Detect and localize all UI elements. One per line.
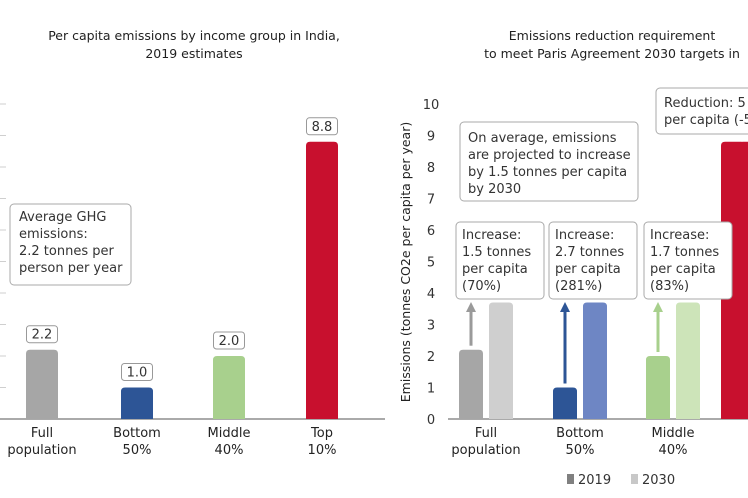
chart-2-y-tick-label: 10 xyxy=(423,98,440,113)
chart-2-average-note-box xyxy=(459,121,639,202)
chart-2-reduction-note-text: Reduction: 5 xyxy=(664,96,746,111)
chart-2-legend-label: 2019 xyxy=(578,473,611,488)
chart-2-annotation-box xyxy=(455,221,545,300)
chart-2-bar-2030 xyxy=(489,302,513,419)
chart-2-category-label: Bottom xyxy=(556,426,604,441)
chart-2-annotation-text: per capita xyxy=(555,262,621,277)
chart-2-category-label: 50% xyxy=(566,443,595,458)
chart-2-legend-swatch-2030 xyxy=(631,474,638,484)
chart-2-y-tick-label: 6 xyxy=(427,224,435,239)
chart-2-reduction-note-text: per capita (-5 xyxy=(664,113,748,128)
chart-2-bar-2019 xyxy=(646,356,670,419)
chart-1-data-label-box xyxy=(213,331,245,350)
chart-1-bar xyxy=(26,349,58,419)
chart-1-bar xyxy=(121,387,153,419)
chart-2-average-note-text: by 2030 xyxy=(468,182,521,197)
chart-1-annotation-text: Average GHG xyxy=(19,210,106,225)
chart-2-bar-2019 xyxy=(553,387,577,419)
chart-2-annotation-text: (83%) xyxy=(650,279,689,294)
chart-1-bar xyxy=(213,356,245,419)
chart-2-category-label: 40% xyxy=(659,443,688,458)
chart-2-annotation-text: 1.7 tonnes xyxy=(650,245,719,260)
chart-1-category-label: population xyxy=(7,443,76,458)
chart-1-data-label-box xyxy=(26,325,58,344)
chart-1-category-label: 50% xyxy=(123,443,152,458)
chart-2-legend-swatch-2019 xyxy=(567,474,574,484)
chart-2-annotation-text: Increase: xyxy=(555,228,614,243)
chart-2-y-tick-label: 2 xyxy=(427,350,435,365)
chart-1-data-label-box xyxy=(306,117,338,136)
chart-2-annotation-text: (281%) xyxy=(555,279,602,294)
chart-2-title: Emissions reduction requirement xyxy=(509,28,716,43)
chart-1-data-label: 8.8 xyxy=(312,120,333,135)
chart-1-category-label: 40% xyxy=(215,443,244,458)
chart-2-y-tick-label: 0 xyxy=(427,413,435,428)
chart-2-legend-label: 2030 xyxy=(642,473,675,488)
chart-2-annotation-text: (70%) xyxy=(462,279,501,294)
chart-1-category-label: Top xyxy=(310,426,333,441)
chart-2-y-axis-label: Emissions (tonnes CO2e per capita per ye… xyxy=(398,122,413,402)
chart-2-category-label: Middle xyxy=(652,426,695,441)
chart-2-y-tick-label: 3 xyxy=(427,319,435,334)
chart-2-category-label: Full xyxy=(475,426,497,441)
chart-1-category-label: Bottom xyxy=(113,426,161,441)
chart-2-annotation-text: per capita xyxy=(462,262,528,277)
chart-1-category-label: Middle xyxy=(208,426,251,441)
chart-2-y-tick-label: 5 xyxy=(427,256,435,271)
chart-2-arrow-head xyxy=(653,302,663,312)
chart-2-reduction-note-box xyxy=(655,87,748,135)
chart-2-annotation-text: per capita xyxy=(650,262,716,277)
chart-1-annotation-text: emissions: xyxy=(19,227,88,242)
chart-2-average-note-text: by 1.5 tonnes per capita xyxy=(468,165,627,180)
chart-1-annotation-text: person per year xyxy=(19,261,123,276)
chart-1-bar xyxy=(306,141,338,420)
chart-2-y-tick-label: 7 xyxy=(427,193,435,208)
chart-2-annotation-text: Increase: xyxy=(462,228,521,243)
chart-2-annotation-box xyxy=(548,221,638,300)
chart-1-annotation-box xyxy=(9,203,132,286)
chart-1-category-label: Full xyxy=(31,426,53,441)
chart-1-data-label-box xyxy=(121,363,153,381)
chart-2-arrow-head xyxy=(466,302,476,312)
chart-1-data-label: 1.0 xyxy=(127,366,148,381)
chart-2-y-tick-label: 4 xyxy=(427,287,435,302)
chart-2-bar-2030 xyxy=(583,302,607,419)
chart-2-average-note-text: On average, emissions xyxy=(468,131,617,146)
chart-1-data-label: 2.2 xyxy=(32,328,53,343)
chart-2-bar-2019 xyxy=(459,349,483,419)
chart-1-title: 2019 estimates xyxy=(145,46,242,61)
chart-1-annotation-text: 2.2 tonnes per xyxy=(19,244,114,259)
chart-2-bar-2019-top xyxy=(739,141,748,419)
chart-2-annotation-text: 1.5 tonnes xyxy=(462,245,531,260)
chart-1-data-label: 2.0 xyxy=(219,334,240,349)
chart-2-arrow-head xyxy=(560,302,570,312)
chart-2-title: to meet Paris Agreement 2030 targets in xyxy=(484,46,740,61)
chart-2-category-label: population xyxy=(451,443,520,458)
chart-2-annotation-text: Increase: xyxy=(650,228,709,243)
chart-2-y-tick-label: 9 xyxy=(427,130,435,145)
chart-1-category-label: 10% xyxy=(308,443,337,458)
chart-2-annotation-box xyxy=(643,221,733,300)
chart-1-title: Per capita emissions by income group in … xyxy=(48,28,340,43)
chart-2-average-note-text: are projected to increase xyxy=(468,148,631,163)
chart-2-y-tick-label: 1 xyxy=(427,382,435,397)
chart-2-bar-2030 xyxy=(676,302,700,419)
chart-2-annotation-text: 2.7 tonnes xyxy=(555,245,624,260)
chart-2-y-tick-label: 8 xyxy=(427,161,435,176)
